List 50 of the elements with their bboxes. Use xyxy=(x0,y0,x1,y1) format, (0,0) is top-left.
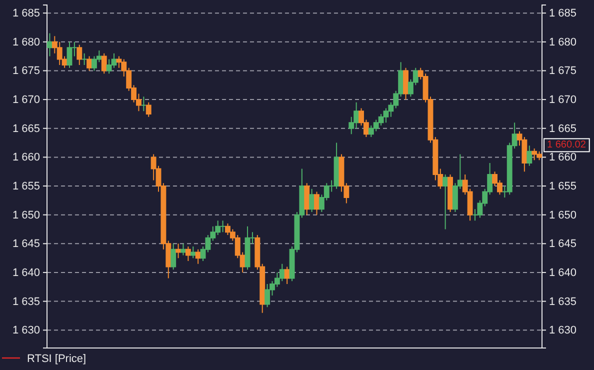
candlestick xyxy=(86,56,92,72)
y2-tick-label: 1 630 xyxy=(549,324,577,337)
y2-tick-label: 1 645 xyxy=(549,238,577,250)
candlestick xyxy=(170,243,176,270)
candlestick xyxy=(101,52,107,74)
candlestick xyxy=(76,44,82,66)
y-tick-label: 1 680 xyxy=(12,36,40,48)
candlestick xyxy=(146,102,152,118)
y-tick-label: 1 670 xyxy=(12,94,40,106)
candlestick xyxy=(190,246,196,259)
candlestick xyxy=(140,96,146,112)
candlestick xyxy=(244,226,250,270)
candlestick xyxy=(448,174,453,212)
y2-tick-label: 1 640 xyxy=(549,267,577,279)
candlestick xyxy=(442,174,448,230)
candlestick xyxy=(176,243,182,259)
candlestick xyxy=(284,266,290,285)
y2-tick-label: 1 675 xyxy=(549,65,577,78)
candlestick xyxy=(46,32,52,57)
y2-tick-label: 1 650 xyxy=(549,209,577,222)
y-tick-label: 1 675 xyxy=(12,65,40,78)
candlestick xyxy=(304,182,310,216)
y2-tick-label: 1 685 xyxy=(549,8,577,20)
candlestick xyxy=(309,188,315,212)
y-tick-label: 1 635 xyxy=(12,296,40,308)
text: 1 660.02 xyxy=(547,140,586,151)
candlestick xyxy=(185,246,191,262)
y-tick-label: 1 665 xyxy=(12,122,40,135)
text: RTSI [Price] xyxy=(27,353,86,365)
y2-tick-label: 1 655 xyxy=(549,180,577,193)
y-tick-label: 1 640 xyxy=(12,267,40,279)
candlestick xyxy=(403,67,408,100)
candlestick xyxy=(82,52,88,66)
candlestick xyxy=(180,243,186,256)
y2-tick-label: 1 680 xyxy=(549,36,577,48)
y2-tick-label: 1 635 xyxy=(549,296,577,308)
y-tick-label: 1 660 xyxy=(12,152,40,164)
y-tick-label: 1 630 xyxy=(12,324,40,337)
candlestick xyxy=(526,145,532,166)
y2-tick-label: 1 670 xyxy=(549,94,577,106)
y2-tick-label: 1 665 xyxy=(549,122,577,135)
candlestick xyxy=(66,41,72,68)
candlestick xyxy=(195,248,201,264)
y-tick-label: 1 685 xyxy=(12,8,40,20)
y-tick-label: 1 650 xyxy=(12,209,40,222)
candlestick xyxy=(314,191,320,216)
y-tick-label: 1 655 xyxy=(12,180,40,193)
y-tick-label: 1 645 xyxy=(12,238,40,250)
candlestick xyxy=(334,142,340,190)
y2-tick-label: 1 660 xyxy=(549,152,577,164)
